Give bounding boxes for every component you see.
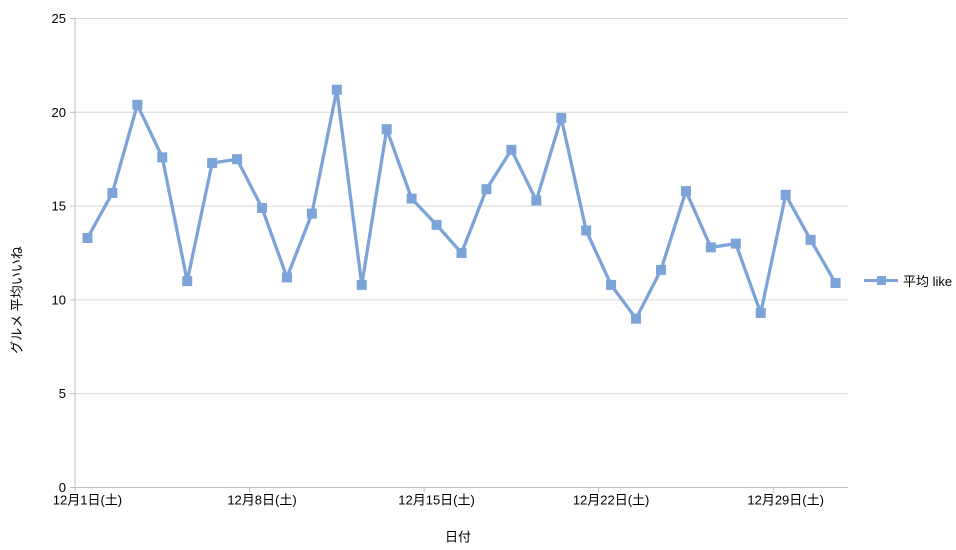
legend-series-label: 平均 like — [903, 273, 953, 289]
data-point-marker[interactable] — [805, 234, 816, 245]
data-point-marker[interactable] — [207, 157, 218, 168]
data-point-marker[interactable] — [281, 272, 292, 283]
data-point-marker[interactable] — [481, 184, 492, 195]
data-point-marker[interactable] — [556, 112, 567, 123]
data-point-marker[interactable] — [705, 242, 716, 253]
y-tick-label: 15 — [52, 199, 66, 214]
data-point-marker[interactable] — [506, 144, 517, 155]
x-tick-label: 12月22日(土) — [573, 493, 650, 508]
data-point-marker[interactable] — [257, 202, 268, 213]
data-point-marker[interactable] — [82, 232, 93, 243]
data-point-marker[interactable] — [431, 219, 442, 230]
legend-square-swatch — [876, 275, 886, 285]
data-point-marker[interactable] — [107, 187, 118, 198]
data-point-marker[interactable] — [406, 193, 417, 204]
y-axis-title: グルメ 平均いいね — [9, 246, 25, 354]
data-point-marker[interactable] — [631, 313, 642, 324]
data-point-marker[interactable] — [381, 124, 392, 135]
legend[interactable]: 平均 like — [864, 272, 953, 289]
data-point-marker[interactable] — [830, 278, 841, 289]
data-point-marker[interactable] — [356, 279, 367, 290]
data-point-marker[interactable] — [606, 279, 617, 290]
data-point-marker[interactable] — [157, 152, 168, 163]
x-tick-label: 12月15日(土) — [398, 493, 475, 508]
data-point-marker[interactable] — [730, 238, 741, 249]
x-tick-label: 12月29日(土) — [747, 493, 824, 508]
x-tick-label: 12月8日(土) — [227, 493, 296, 508]
y-tick-label: 0 — [59, 480, 66, 495]
y-tick-label: 25 — [52, 11, 66, 26]
legend-series-marker-icon — [864, 275, 898, 285]
data-point-marker[interactable] — [456, 248, 467, 258]
data-point-marker[interactable] — [132, 99, 143, 110]
data-point-marker[interactable] — [306, 208, 317, 219]
data-point-marker[interactable] — [581, 225, 592, 236]
data-point-marker[interactable] — [232, 154, 243, 165]
x-axis-title: 日付 — [444, 529, 472, 545]
x-tick-label: 12月1日(土) — [53, 493, 122, 508]
data-point-marker[interactable] — [680, 186, 691, 197]
data-point-marker[interactable] — [531, 195, 542, 206]
y-tick-label: 10 — [52, 292, 66, 307]
data-point-marker[interactable] — [655, 264, 666, 275]
data-point-marker[interactable] — [780, 189, 791, 200]
data-point-marker[interactable] — [755, 308, 766, 319]
data-point-marker[interactable] — [331, 84, 342, 95]
y-tick-label: 20 — [52, 105, 66, 120]
data-point-marker[interactable] — [182, 276, 193, 287]
y-tick-label: 5 — [59, 386, 66, 401]
series-line — [85, 88, 838, 321]
